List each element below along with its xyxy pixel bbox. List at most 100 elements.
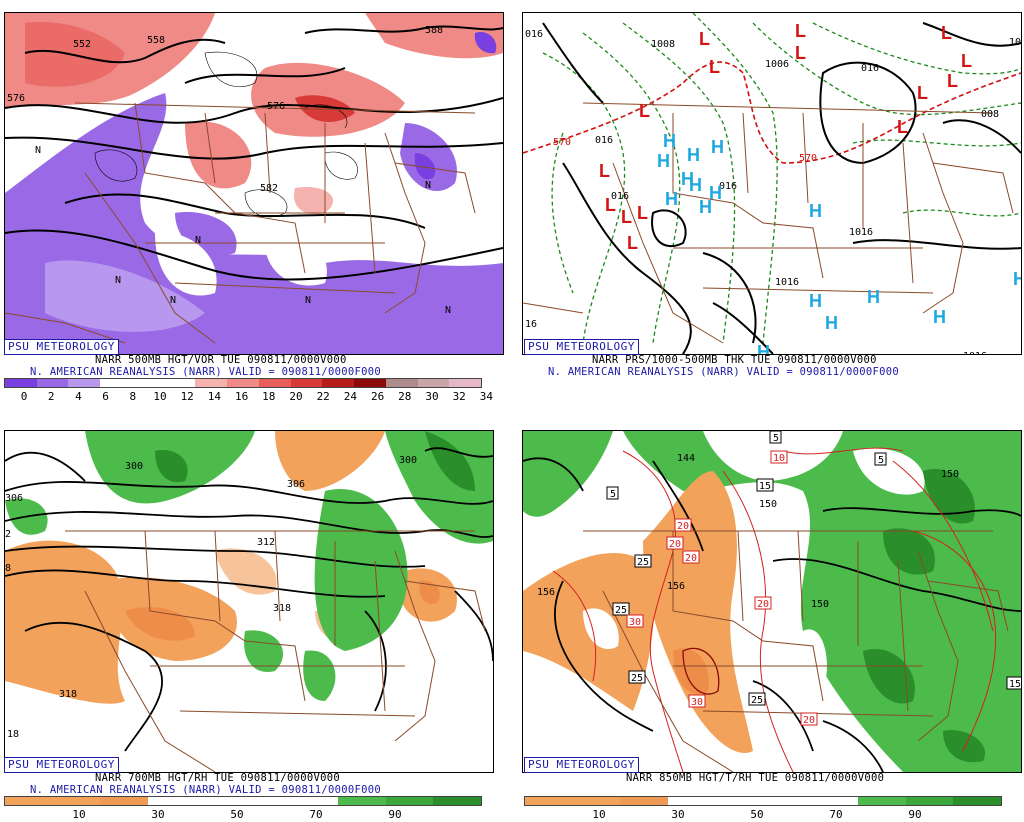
tick-label: 22 xyxy=(316,390,330,403)
svg-text:20: 20 xyxy=(669,539,681,550)
colorbar-swatch xyxy=(905,797,954,805)
colorbar-vorticity xyxy=(4,378,482,388)
svg-text:H: H xyxy=(933,307,946,327)
contour-label-552: 552 xyxy=(73,39,91,50)
svg-text:L: L xyxy=(897,117,908,137)
svg-text:156: 156 xyxy=(537,587,555,598)
svg-text:H: H xyxy=(825,313,838,333)
tick-label: 12 xyxy=(180,390,194,403)
tick-label: 2 xyxy=(47,390,55,403)
caption-line2: N. AMERICAN REANALYSIS (NARR) VALID = 09… xyxy=(548,366,899,378)
svg-text:558: 558 xyxy=(147,35,165,46)
tick-label: 26 xyxy=(370,390,385,403)
svg-text:25: 25 xyxy=(615,605,627,616)
svg-text:016: 016 xyxy=(861,63,879,74)
tick-label: 10 xyxy=(592,808,606,821)
svg-text:300: 300 xyxy=(125,461,143,472)
svg-text:008: 008 xyxy=(981,109,999,120)
svg-text:L: L xyxy=(709,57,720,77)
colorbar-swatch xyxy=(100,797,148,805)
svg-text:10: 10 xyxy=(1009,37,1021,48)
svg-text:L: L xyxy=(947,71,958,91)
colorbar-swatch xyxy=(858,797,906,805)
svg-text:1016: 1016 xyxy=(963,351,987,354)
colorbar-rh xyxy=(4,796,482,806)
psu-meteorology-badge: PSU METEOROLOGY xyxy=(524,339,639,355)
panel-850mb-temp-rh: 144 150 150 156 156 150 5 10 5 5 15 20 2… xyxy=(518,418,1024,822)
colorbar-swatch xyxy=(354,379,386,387)
tick-label: 14 xyxy=(207,390,222,403)
colorbar-swatch xyxy=(258,379,291,387)
tick-label: 34 xyxy=(479,390,494,403)
tick-label: 30 xyxy=(425,390,439,403)
svg-text:1006: 1006 xyxy=(765,59,789,70)
svg-text:576: 576 xyxy=(267,101,285,112)
tick-label: 10 xyxy=(153,390,167,403)
svg-text:H: H xyxy=(657,151,670,171)
svg-text:L: L xyxy=(961,51,972,71)
svg-text:16: 16 xyxy=(525,319,537,330)
svg-text:L: L xyxy=(795,43,806,63)
svg-text:N: N xyxy=(445,305,451,316)
psu-meteorology-badge: PSU METEOROLOGY xyxy=(4,757,119,773)
colorbar-swatch xyxy=(385,379,418,387)
tick-label: 90 xyxy=(388,808,402,821)
tick-label: 16 xyxy=(234,390,249,403)
colorbar-swatch xyxy=(290,797,339,805)
tick-label: 30 xyxy=(151,808,165,821)
colorbar-swatch xyxy=(385,797,434,805)
svg-text:H: H xyxy=(1013,269,1021,289)
svg-text:016: 016 xyxy=(719,181,737,192)
svg-text:L: L xyxy=(637,203,648,223)
colorbar-swatch xyxy=(433,797,481,805)
svg-text:H: H xyxy=(699,197,712,217)
svg-text:318: 318 xyxy=(59,689,77,700)
svg-text:150: 150 xyxy=(759,499,777,510)
svg-text:H: H xyxy=(687,145,700,165)
svg-text:L: L xyxy=(605,195,616,215)
svg-text:25: 25 xyxy=(751,695,763,706)
colorbar-swatch xyxy=(100,379,132,387)
colorbar-swatch xyxy=(5,379,37,387)
svg-text:312: 312 xyxy=(257,537,275,548)
caption-line1: NARR PRS/1000-500MB THK TUE 090811/0000V… xyxy=(592,354,877,366)
svg-text:016: 016 xyxy=(525,29,543,40)
caption-line1: NARR 700MB HGT/RH TUE 090811/0000V000 xyxy=(95,772,340,784)
svg-text:H: H xyxy=(663,131,676,151)
map-500mb-vorticity: 552 558 576 576 582 588 N N N N N N N xyxy=(4,12,504,355)
tick-label: 6 xyxy=(102,390,109,403)
colorbar-swatch xyxy=(290,379,323,387)
tick-label: 30 xyxy=(671,808,685,821)
caption-line1: NARR 850MB HGT/T/RH TUE 090811/0000V000 xyxy=(626,772,885,784)
psu-meteorology-badge: PSU METEOROLOGY xyxy=(4,339,119,355)
svg-text:N: N xyxy=(305,295,311,306)
tick-label: 8 xyxy=(129,390,137,403)
svg-text:016: 016 xyxy=(611,191,629,202)
svg-text:H: H xyxy=(757,342,770,354)
colorbar-ticks: 0 2 4 6 8 10 12 14 16 18 20 22 24 26 28 30 32 34 xyxy=(4,390,493,404)
svg-text:H: H xyxy=(711,137,724,157)
tick-label: 28 xyxy=(398,390,412,403)
tick-label: 10 xyxy=(72,808,86,821)
colorbar-swatch xyxy=(195,797,243,805)
colorbar-ticks: 10 30 50 70 90 xyxy=(4,808,480,822)
map-700mb-rh: 300 300 306 306 312 318 318 18 2 8 xyxy=(4,430,494,773)
svg-text:1016: 1016 xyxy=(775,277,799,288)
svg-text:20: 20 xyxy=(803,715,815,726)
svg-text:L: L xyxy=(917,83,928,103)
svg-text:5: 5 xyxy=(773,433,779,444)
colorbar-swatch xyxy=(68,379,101,387)
colorbar-ticks: 10 30 50 70 90 xyxy=(524,808,1000,822)
svg-text:18: 18 xyxy=(7,729,19,740)
tick-label: 0 xyxy=(20,390,28,403)
svg-text:300: 300 xyxy=(399,455,417,466)
panel-pressure-thickness: 016 1008 1006 016 016 016 016 1016 1016 … xyxy=(518,0,1024,410)
panel-500mb-vorticity: 552 558 576 576 582 588 N N N N N N N PS… xyxy=(0,0,512,410)
svg-text:30: 30 xyxy=(629,617,641,628)
svg-text:2: 2 xyxy=(5,529,11,540)
colorbar-swatch xyxy=(52,797,101,805)
tick-label: 18 xyxy=(262,390,276,403)
svg-text:30: 30 xyxy=(691,697,703,708)
tick-label: 50 xyxy=(750,808,764,821)
colorbar-swatch xyxy=(147,797,196,805)
